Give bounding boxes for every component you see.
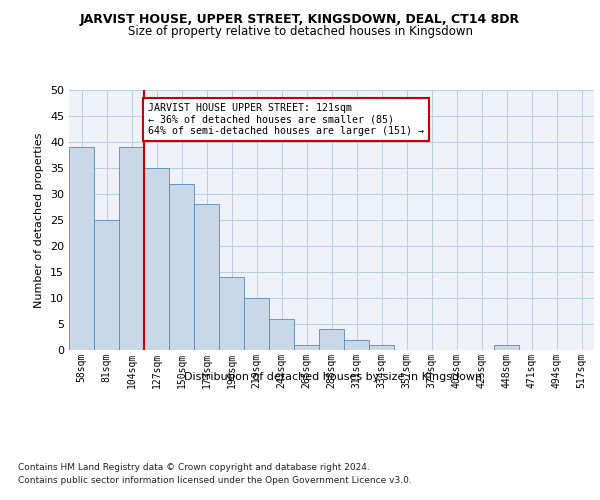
Text: Size of property relative to detached houses in Kingsdown: Size of property relative to detached ho… [128, 25, 473, 38]
Bar [219, 277, 244, 350]
Bar [244, 298, 269, 350]
Bar [194, 204, 219, 350]
Y-axis label: Number of detached properties: Number of detached properties [34, 132, 44, 308]
Bar [169, 184, 194, 350]
Bar [344, 340, 369, 350]
Text: JARVIST HOUSE UPPER STREET: 121sqm
← 36% of detached houses are smaller (85)
64%: JARVIST HOUSE UPPER STREET: 121sqm ← 36%… [148, 103, 424, 136]
Text: Contains HM Land Registry data © Crown copyright and database right 2024.: Contains HM Land Registry data © Crown c… [18, 462, 370, 471]
Bar [319, 329, 344, 350]
Bar [294, 345, 319, 350]
Bar [144, 168, 169, 350]
Text: Contains public sector information licensed under the Open Government Licence v3: Contains public sector information licen… [18, 476, 412, 485]
Text: Distribution of detached houses by size in Kingsdown: Distribution of detached houses by size … [184, 372, 482, 382]
Bar [69, 147, 94, 350]
Bar [494, 345, 519, 350]
Bar [94, 220, 119, 350]
Bar [369, 345, 394, 350]
Text: JARVIST HOUSE, UPPER STREET, KINGSDOWN, DEAL, CT14 8DR: JARVIST HOUSE, UPPER STREET, KINGSDOWN, … [80, 12, 520, 26]
Bar [269, 319, 294, 350]
Bar [119, 147, 144, 350]
